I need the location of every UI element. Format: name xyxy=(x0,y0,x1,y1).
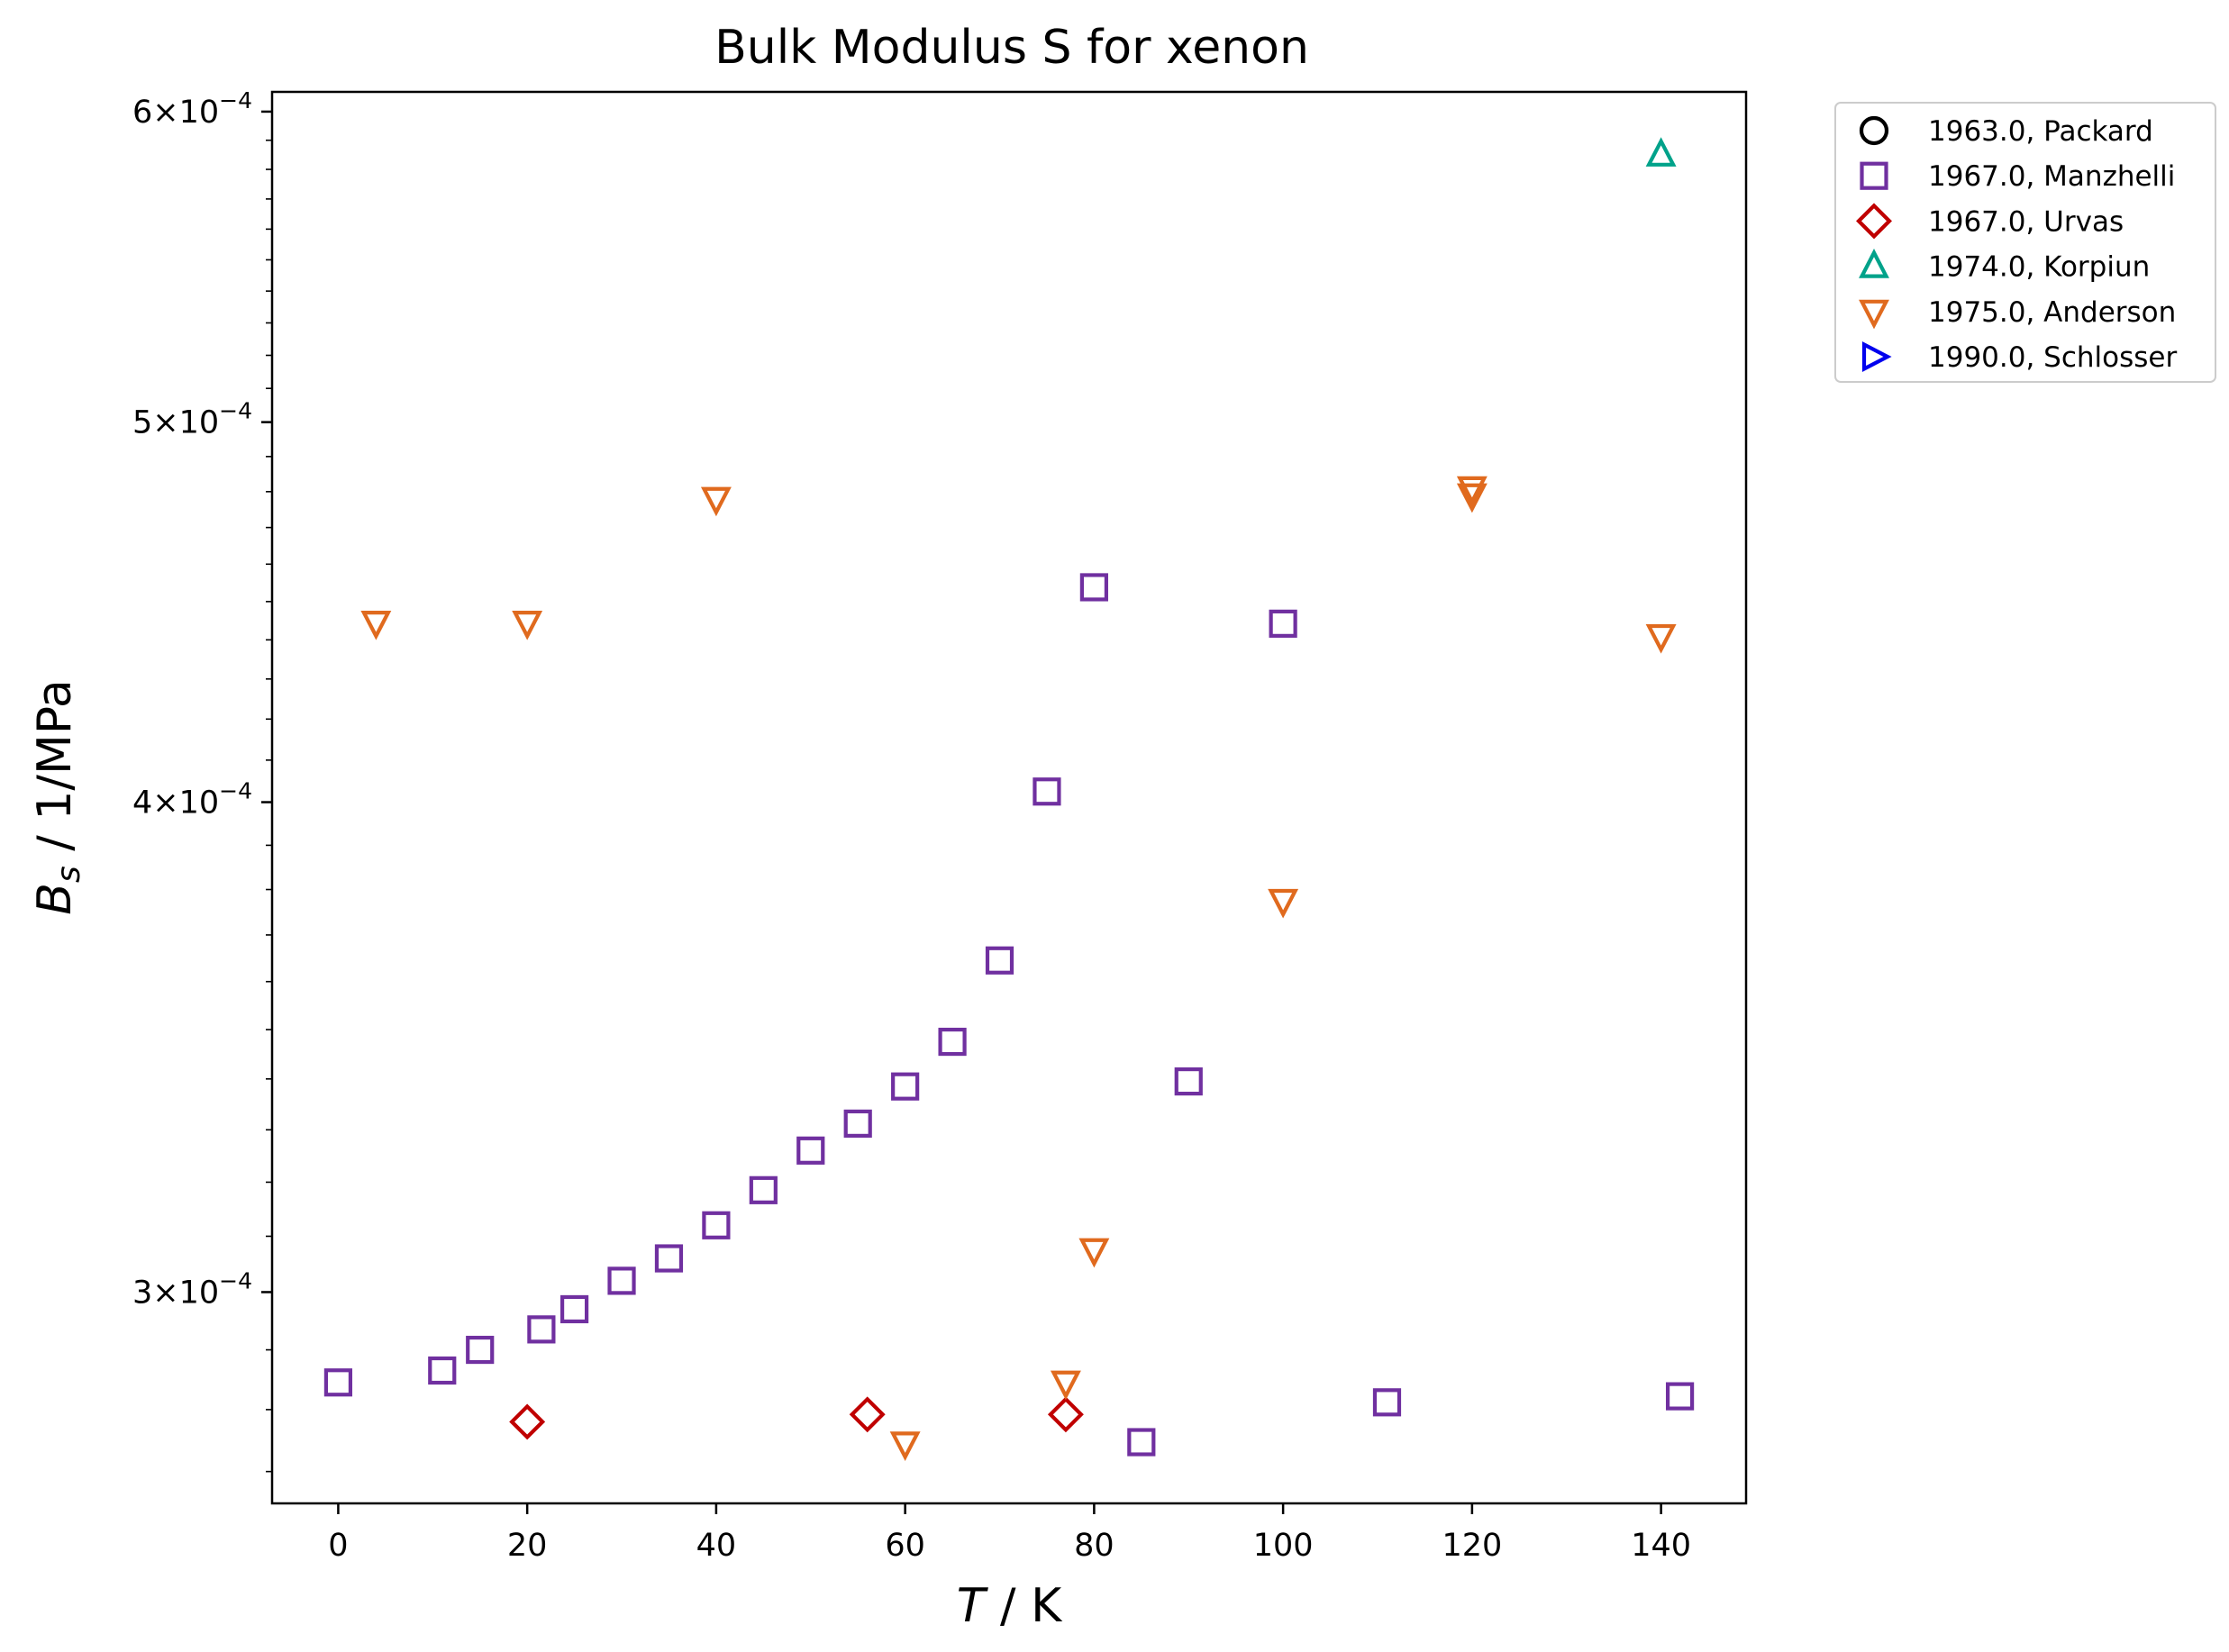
x-axis-variable: T xyxy=(957,1579,989,1633)
legend: 1963.0, Packard 1967.0, Manzhelli 1967.0, … xyxy=(1834,102,2216,383)
data-point-square xyxy=(1033,777,1061,806)
plot-frame xyxy=(270,90,1748,1505)
legend-marker-triangle-down xyxy=(1859,299,1889,330)
x-tick-label: 20 xyxy=(507,1528,548,1564)
legend-label: 1967.0, Urvas xyxy=(1928,205,2124,238)
x-tick-label: 80 xyxy=(1074,1528,1114,1564)
data-point-diamond xyxy=(849,1396,886,1433)
legend-marker-triangle-right xyxy=(1861,341,1892,372)
legend-label: 1967.0, Manzhelli xyxy=(1928,160,2175,193)
data-point-square xyxy=(1269,609,1297,638)
data-point-square xyxy=(654,1244,684,1273)
legend-label: 1975.0, Anderson xyxy=(1928,296,2176,329)
data-point-square xyxy=(796,1136,825,1165)
legend-marker-diamond xyxy=(1856,203,1892,240)
data-point-triangle-down xyxy=(1268,888,1299,919)
x-tick-label: 0 xyxy=(328,1528,348,1564)
data-point-square xyxy=(1372,1388,1402,1417)
data-point-triangle-down xyxy=(512,610,543,640)
x-tick-label: 40 xyxy=(696,1528,737,1564)
data-point-triangle-down xyxy=(1456,483,1488,513)
data-point-triangle-up xyxy=(1645,137,1677,167)
x-axis-label: T / K xyxy=(957,1579,1063,1633)
data-point-square xyxy=(702,1211,731,1239)
y-axis: 3×10−4 4×10−4 5×10−4 6×10−4 xyxy=(132,87,272,1473)
legend-label: 1974.0, Korpiun xyxy=(1928,251,2150,284)
data-point-square xyxy=(1127,1428,1156,1457)
data-point-triangle-down xyxy=(1645,623,1677,654)
y-tick-label: 6×10−4 xyxy=(132,87,252,131)
data-point-square xyxy=(428,1356,457,1385)
data-point-square xyxy=(843,1109,872,1138)
y-tick-label: 4×10−4 xyxy=(132,778,252,821)
legend-marker-square xyxy=(1860,161,1888,190)
data-point-square xyxy=(560,1294,589,1324)
x-axis: 0 20 40 60 80 100 120 140 xyxy=(328,1503,1691,1564)
x-tick-label: 120 xyxy=(1442,1528,1502,1564)
data-point-square xyxy=(891,1072,920,1101)
data-point-diamond xyxy=(1047,1396,1084,1433)
data-point-square xyxy=(1079,573,1108,602)
legend-frame xyxy=(1834,102,2216,383)
y-axis-subscript: s xyxy=(50,866,87,883)
data-point-triangle-down xyxy=(360,610,392,640)
data-point-square xyxy=(985,946,1014,975)
x-axis-unit: / K xyxy=(986,1579,1064,1633)
data-point-square xyxy=(938,1027,967,1057)
y-axis-unit: / 1/MPa xyxy=(28,679,82,866)
data-point-triangle-down xyxy=(1078,1238,1110,1268)
legend-marker-triangle-up xyxy=(1859,249,1889,278)
data-point-square xyxy=(466,1335,495,1365)
data-point-triangle-down xyxy=(1456,476,1488,506)
data-point-triangle-down xyxy=(889,1431,921,1461)
y-tick-label: 3×10−4 xyxy=(132,1267,252,1311)
data-point-diamond xyxy=(509,1403,546,1440)
x-tick-label: 140 xyxy=(1631,1528,1691,1564)
x-tick-label: 100 xyxy=(1253,1528,1314,1564)
y-axis-variable: B xyxy=(28,883,82,915)
data-markers xyxy=(323,137,1695,1461)
data-point-square xyxy=(749,1175,778,1204)
chart-title: Bulk Modulus S for xenon xyxy=(714,21,1309,75)
data-point-square xyxy=(527,1315,556,1344)
x-tick-label: 60 xyxy=(885,1528,925,1564)
data-point-square xyxy=(323,1368,353,1397)
data-point-square xyxy=(607,1266,636,1295)
data-point-triangle-down xyxy=(700,486,732,517)
y-tick-label: 5×10−4 xyxy=(132,398,252,441)
legend-label: 1963.0, Packard xyxy=(1928,115,2153,148)
y-axis-label: Bs / 1/MPa xyxy=(28,679,87,914)
data-point-square xyxy=(1665,1382,1695,1411)
legend-marker-circle xyxy=(1859,115,1889,146)
data-point-square xyxy=(1174,1067,1203,1096)
legend-label: 1990.0, Schlosser xyxy=(1928,341,2178,374)
data-point-triangle-down xyxy=(1050,1370,1081,1401)
